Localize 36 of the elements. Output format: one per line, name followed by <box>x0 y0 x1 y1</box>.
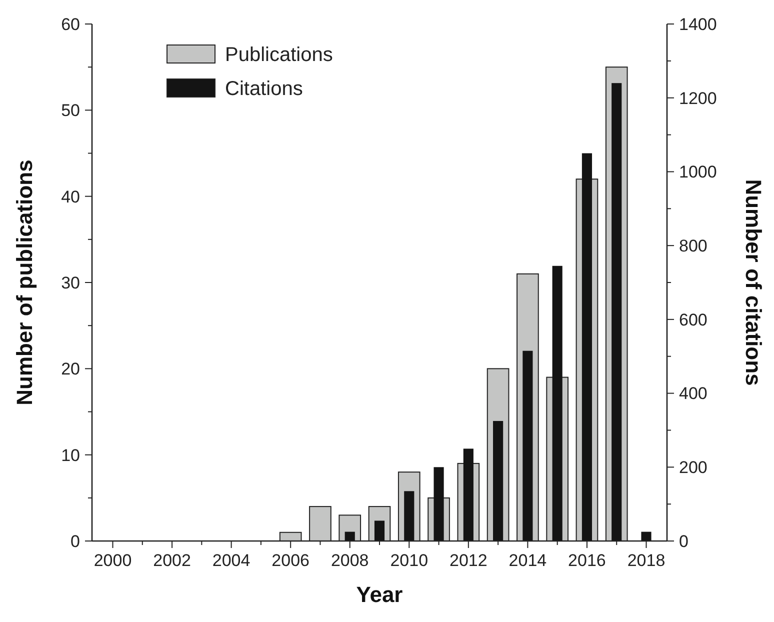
bar <box>404 491 414 541</box>
y2-tick-label: 200 <box>679 458 708 478</box>
x-tick-label: 2016 <box>568 551 606 570</box>
x-tick-label: 2014 <box>508 551 547 570</box>
bar <box>344 532 355 541</box>
y2-tick-label: 1400 <box>679 14 717 34</box>
legend-label: Citations <box>225 78 303 100</box>
y2-tick-label: 1200 <box>679 88 717 108</box>
x-tick-label: 2010 <box>390 551 428 570</box>
legend-label: Publications <box>225 44 333 66</box>
y2-tick-label: 400 <box>679 384 708 404</box>
y-axis-title: Number of publications <box>12 160 37 406</box>
bar <box>522 350 533 541</box>
y-tick-label: 20 <box>61 360 80 379</box>
y2-tick-label: 1000 <box>679 162 717 182</box>
x-tick-label: 2002 <box>153 551 191 570</box>
y-tick-label: 10 <box>61 446 80 465</box>
y-tick-label: 40 <box>61 187 80 206</box>
y2-tick-label: 800 <box>679 236 708 256</box>
x-tick-label: 2000 <box>94 551 132 570</box>
x-tick-label: 2008 <box>330 551 369 570</box>
y2-tick-label: 0 <box>679 532 688 551</box>
y-tick-label: 30 <box>61 273 80 292</box>
y-tick-label: 0 <box>70 532 80 551</box>
bar <box>374 520 385 541</box>
x-tick-label: 2006 <box>272 551 310 570</box>
y2-axis-title: Number of citations <box>741 179 766 386</box>
y-tick-label: 60 <box>61 14 80 34</box>
y-tick-label: 50 <box>61 101 80 120</box>
x-tick-label: 2012 <box>450 551 488 570</box>
bar <box>641 532 652 541</box>
x-tick-label: 2004 <box>212 551 250 570</box>
bar <box>493 420 504 541</box>
x-tick-label: 2018 <box>627 551 666 570</box>
x-axis-title: Year <box>356 582 404 607</box>
y2-tick-label: 600 <box>679 310 708 330</box>
